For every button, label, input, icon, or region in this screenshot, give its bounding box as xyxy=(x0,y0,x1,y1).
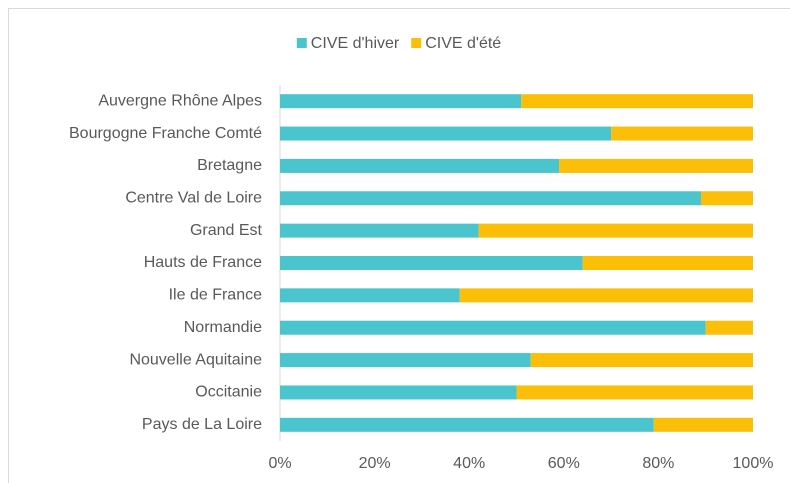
bar-segment xyxy=(582,256,753,270)
x-tick-label: 0% xyxy=(268,455,291,472)
x-tick-label: 60% xyxy=(548,455,580,472)
y-tick-label: Grand Est xyxy=(190,222,263,239)
bar-segment xyxy=(280,158,560,173)
y-tick-label: Bretagne xyxy=(197,157,262,174)
x-tick-label: 100% xyxy=(733,455,774,472)
bar-segment xyxy=(280,223,479,238)
bar-segment xyxy=(611,126,753,141)
bar-segment xyxy=(280,417,654,432)
y-tick-label: Pays de La Loire xyxy=(142,416,262,433)
bar-segment xyxy=(280,385,517,400)
bar-segment xyxy=(280,288,460,303)
y-tick-label: Nouvelle Aquitaine xyxy=(129,351,262,368)
bar-segment xyxy=(653,417,753,432)
x-tick-label: 80% xyxy=(642,455,674,472)
bar-segment xyxy=(478,223,753,238)
bar-segment xyxy=(559,158,753,173)
bar-segment xyxy=(280,94,522,109)
y-tick-label: Ile de France xyxy=(169,287,262,304)
x-tick-label: 20% xyxy=(359,455,391,472)
legend-label: CIVE d'hiver xyxy=(311,35,400,52)
chart-frame xyxy=(8,8,790,483)
legend-swatch xyxy=(411,38,422,48)
bar-segment xyxy=(280,353,531,368)
bar-segment xyxy=(459,288,753,303)
y-tick-label: Normandie xyxy=(184,319,262,336)
bar-segment xyxy=(521,94,753,109)
legend-label: CIVE d'été xyxy=(425,35,501,52)
x-tick-label: 40% xyxy=(453,455,485,472)
y-tick-label: Centre Val de Loire xyxy=(125,189,262,206)
bar-segment xyxy=(280,126,612,141)
y-tick-label: Auvergne Rhône Alpes xyxy=(98,92,262,109)
y-tick-label: Bourgogne Franche Comté xyxy=(69,125,262,142)
bar-segment xyxy=(705,320,753,335)
bar-segment xyxy=(280,191,701,206)
bar-segment xyxy=(280,320,706,335)
bar-segment xyxy=(530,353,753,368)
bar-segment xyxy=(516,385,753,400)
legend-swatch xyxy=(296,38,307,48)
bar-segment xyxy=(280,256,583,270)
bar-segment xyxy=(700,191,753,206)
y-tick-label: Hauts de France xyxy=(144,254,262,271)
y-tick-label: Occitanie xyxy=(195,384,262,401)
